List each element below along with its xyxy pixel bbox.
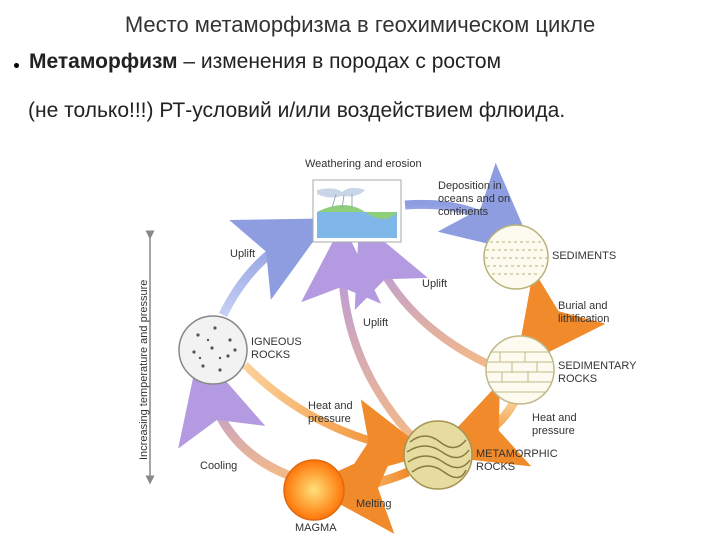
label-deposition-3: continents bbox=[438, 206, 488, 218]
label-igneous-1: IGNEOUS bbox=[251, 336, 302, 348]
label-heat-inner-2: pressure bbox=[308, 413, 351, 425]
slide-root: Место метаморфизма в геохимическом цикле… bbox=[0, 0, 720, 540]
label-metrock-2: ROCKS bbox=[476, 461, 515, 473]
bullet-strong: Метаморфизм bbox=[29, 50, 178, 73]
label-burial-1: Burial and bbox=[558, 300, 608, 312]
label-sedrock-2: ROCKS bbox=[558, 373, 597, 385]
label-melting: Melting bbox=[356, 498, 391, 510]
label-cooling: Cooling bbox=[200, 460, 237, 472]
node-igneous-rocks bbox=[179, 316, 247, 384]
bullet-metamorphism: Метаморфизм – изменения в породах с рост… bbox=[14, 50, 501, 74]
label-sedrock-1: SEDIMENTARY bbox=[558, 360, 636, 372]
node-surface bbox=[313, 180, 401, 242]
label-weathering: Weathering and erosion bbox=[305, 158, 422, 170]
label-sediments: SEDIMENTS bbox=[552, 250, 616, 262]
node-sedimentary-rocks bbox=[486, 336, 554, 404]
label-heat-right-2: pressure bbox=[532, 425, 575, 437]
slide-title: Место метаморфизма в геохимическом цикле bbox=[0, 12, 720, 38]
bullet-text: Метаморфизм – изменения в породах с рост… bbox=[29, 50, 501, 74]
paragraph-pt: (не только!!!) РТ-условий и/или воздейст… bbox=[28, 96, 628, 126]
node-metamorphic-rocks bbox=[404, 421, 472, 489]
node-sediments bbox=[484, 225, 548, 289]
label-metrock-1: METAMORPHIC bbox=[476, 448, 558, 460]
label-uplift-left: Uplift bbox=[230, 248, 255, 260]
label-heat-right-1: Heat and bbox=[532, 412, 577, 424]
label-deposition-1: Deposition in bbox=[438, 180, 502, 192]
label-uplift-mid: Uplift bbox=[363, 317, 388, 329]
bullet-dot bbox=[14, 63, 19, 68]
label-igneous-2: ROCKS bbox=[251, 349, 290, 361]
label-magma: MAGMA bbox=[295, 522, 337, 534]
label-uplift-right: Uplift bbox=[422, 278, 447, 290]
label-heat-inner-1: Heat and bbox=[308, 400, 353, 412]
label-deposition-2: oceans and on bbox=[438, 193, 510, 205]
bullet-rest: – изменения в породах с ростом bbox=[178, 50, 502, 73]
node-magma bbox=[284, 460, 344, 520]
label-burial-2: lithification bbox=[558, 313, 609, 325]
diagram-stage: Increasing temperature and pressure bbox=[120, 150, 680, 540]
nodes-svg bbox=[120, 150, 680, 540]
